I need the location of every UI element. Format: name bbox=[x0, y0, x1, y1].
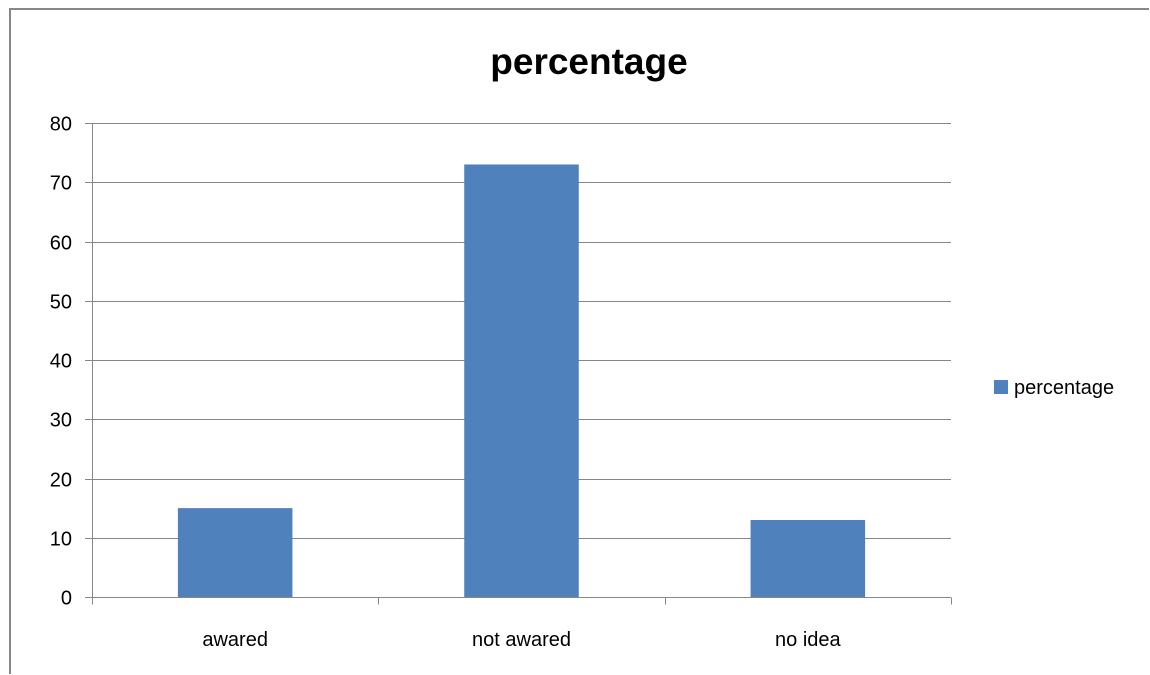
y-tick-label: 30 bbox=[50, 410, 72, 432]
bars bbox=[177, 164, 866, 597]
y-tick-label: 70 bbox=[50, 173, 72, 195]
y-tick-label: 10 bbox=[50, 529, 72, 551]
y-tick-label: 20 bbox=[50, 470, 72, 492]
legend-swatch bbox=[994, 380, 1008, 394]
y-tick-label: 80 bbox=[50, 114, 72, 136]
y-tick-label: 40 bbox=[50, 351, 72, 373]
chart-title: percentage bbox=[490, 41, 687, 82]
legend: percentage bbox=[994, 377, 1114, 399]
bar-awared bbox=[177, 508, 293, 597]
axes: 0 10 20 30 40 50 60 70 80 awared not awared no idea bbox=[50, 114, 952, 651]
legend-label: percentage bbox=[1014, 377, 1114, 399]
x-tick-label: no idea bbox=[775, 629, 841, 651]
y-tick-label: 50 bbox=[50, 292, 72, 314]
bar-no-idea bbox=[750, 519, 866, 597]
y-tick-label: 0 bbox=[61, 588, 72, 610]
x-tick-label: not awared bbox=[472, 629, 571, 651]
bar-not-awared bbox=[464, 164, 579, 597]
y-tick-label: 60 bbox=[50, 233, 72, 255]
x-tick-label: awared bbox=[202, 629, 268, 651]
